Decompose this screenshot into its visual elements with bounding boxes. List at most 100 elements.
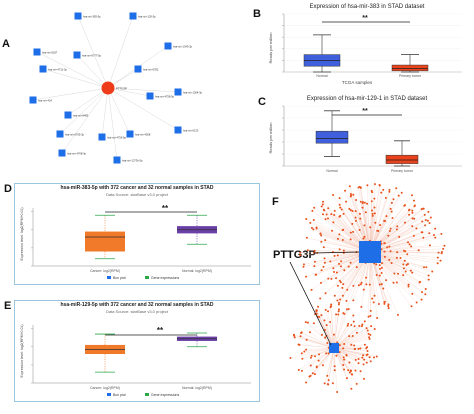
network-a-node — [174, 88, 182, 96]
network-f-node — [391, 217, 394, 220]
network-f-node — [330, 303, 333, 306]
network-f-node — [363, 358, 366, 361]
network-f-node — [301, 357, 304, 360]
network-f-node — [352, 284, 355, 287]
network-f-node — [351, 334, 354, 337]
network-f-edge — [333, 309, 348, 349]
network-f-node — [425, 266, 428, 269]
network-f-node — [315, 310, 318, 313]
network-f-node — [400, 191, 403, 194]
network-f-node — [424, 224, 427, 227]
network-f-node — [305, 217, 308, 220]
network-f-node — [431, 270, 434, 273]
network-f-node — [308, 375, 311, 378]
network-f-node — [385, 279, 388, 282]
network-f-node — [346, 324, 349, 327]
network-f-node — [326, 217, 329, 220]
network-f-edge — [325, 309, 335, 349]
network-f-node — [365, 347, 368, 350]
network-f-node — [338, 262, 341, 265]
boxplot-b-cat1: Normal — [316, 74, 328, 78]
network-f-edge — [300, 332, 335, 349]
network-a-node — [126, 130, 134, 138]
network-f-node — [380, 272, 383, 275]
network-f-node — [371, 297, 374, 300]
network-f-node — [345, 200, 348, 203]
network-f-node — [440, 252, 443, 255]
network-f-node — [359, 370, 362, 373]
network-f-node — [362, 237, 365, 240]
network-f-node — [387, 307, 390, 310]
network-f-node — [387, 234, 390, 237]
network-f-node — [427, 274, 430, 277]
network-f-edge — [333, 347, 348, 379]
network-f-hub-2 — [329, 343, 339, 353]
network-f-node — [327, 379, 330, 382]
network-f-node — [336, 284, 339, 287]
network-f-node — [365, 361, 368, 364]
boxplot-c-cat2: Primary tumor — [391, 169, 414, 173]
network-f-node — [331, 229, 334, 232]
boxplot-d-legend2-swatch — [145, 276, 149, 279]
network-f-node — [362, 363, 365, 366]
network-f-node — [410, 245, 413, 248]
network-f-node — [429, 216, 432, 219]
network-f-node — [372, 301, 375, 304]
network-f-pointer-1 — [313, 251, 360, 254]
network-f-node — [403, 204, 406, 207]
network-f-node — [315, 366, 318, 369]
network-f-node — [329, 321, 332, 324]
network-f-node — [339, 298, 342, 301]
network-f-node — [383, 250, 386, 253]
network-f-node — [321, 364, 324, 367]
network-f-node — [354, 358, 357, 361]
network-f-node — [324, 239, 327, 242]
network-f-node — [395, 228, 398, 231]
network-f-node — [380, 266, 383, 269]
network-f-node — [366, 329, 369, 332]
network-f-node — [318, 316, 321, 319]
network-f-node — [320, 234, 323, 237]
network-f-node — [354, 369, 357, 372]
network-f-node — [379, 267, 382, 270]
network-f-node — [342, 312, 345, 315]
network-f-edge — [333, 338, 370, 349]
network-f-node — [319, 281, 322, 284]
network-f-node — [326, 342, 329, 345]
network-a-node — [113, 156, 121, 164]
network-a-node-label: hsa-mir-383-5p — [83, 15, 101, 19]
network-f-node — [320, 314, 323, 317]
boxplot-c-cat1: Normal — [326, 169, 338, 173]
network-f-node — [347, 369, 350, 372]
network-f-node — [387, 303, 390, 306]
boxplot-c-ylabel: Reads per million — [268, 123, 273, 154]
network-f-gene-label: PTTG3P — [273, 249, 316, 261]
network-f-node — [349, 209, 352, 212]
network-f-edge — [301, 347, 335, 372]
network-f-edge — [301, 332, 335, 349]
network-f-node — [338, 233, 341, 236]
network-f-node — [297, 368, 300, 371]
network-f-edge — [369, 251, 378, 319]
network-f-node — [348, 335, 351, 338]
network-f-node — [310, 288, 313, 291]
network-f-pointer-2 — [289, 261, 332, 346]
network-f-node — [313, 373, 316, 376]
network-f-node — [388, 258, 391, 261]
network-f-node — [365, 276, 368, 279]
network-f-edge — [333, 347, 368, 349]
network-f-node — [311, 372, 314, 375]
network-f-node — [369, 314, 372, 317]
network-a-edge — [67, 87, 109, 116]
network-f-node — [354, 210, 357, 213]
network-a-node-label: hsa-mir-4711-3p — [48, 68, 67, 72]
network-f-node — [411, 209, 414, 212]
network-f-node — [341, 239, 344, 242]
network-f-node — [360, 325, 363, 328]
network-a-node-label: hsa-mir-8485 — [73, 114, 89, 118]
network-f-node — [368, 283, 371, 286]
network-a-node-label: hsa-mir-1343-3p — [173, 45, 193, 49]
network-f-node — [313, 260, 316, 263]
panel-label-c: C — [258, 96, 266, 108]
network-f-node — [367, 332, 370, 335]
